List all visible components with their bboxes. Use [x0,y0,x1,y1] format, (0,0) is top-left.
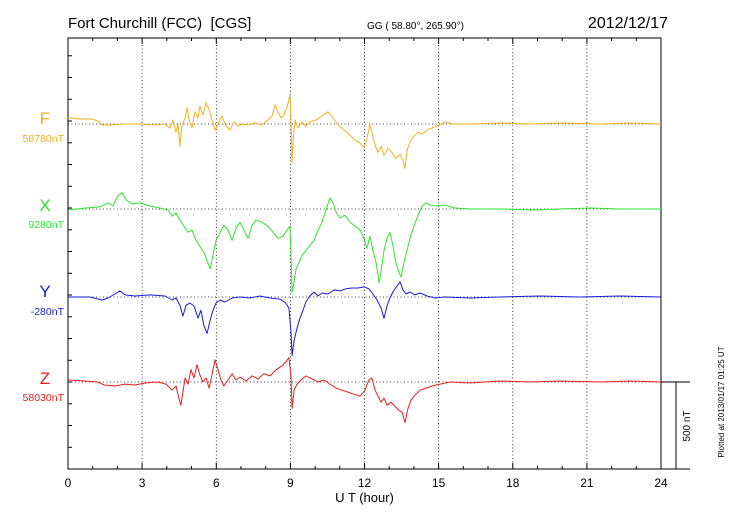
chart-title: Fort Churchill (FCC) [CGS] [68,15,251,32]
chart-date: 2012/12/17 [588,15,668,32]
component-x-letter: X [39,196,50,215]
component-x-baseline: 9280nT [28,219,64,231]
component-z-letter: Z [40,369,50,388]
component-y-letter: Y [39,282,50,301]
x-tick-label: 24 [654,476,668,490]
traces [67,94,662,423]
plotted-at-note: Plotted at 2013/01/17 01:25 UT [717,346,726,457]
x-tick-label: 18 [506,476,520,490]
x-tick-label: 0 [65,476,72,490]
component-f-baseline: 58780nT [23,133,65,145]
component-labels: F 58780nT X 9280nT Y -280nT Z 58030nT [23,109,65,404]
station-coordinates: GG ( 58.80°, 265.90°) [367,21,464,32]
x-tick-label: 12 [358,476,372,490]
trace-f [67,94,662,169]
plot-frame [67,37,662,470]
x-tick-label: 21 [580,476,594,490]
trace-y [68,281,662,357]
x-axis-label: U T (hour) [335,490,394,505]
trace-z [67,357,662,423]
axis-ticks [67,38,662,470]
trace-x [67,192,661,294]
grid-lines [68,38,661,469]
x-tick-label: 6 [213,476,220,490]
x-tick-label: 9 [287,476,294,490]
component-f-letter: F [40,109,50,128]
x-tick-label: 3 [139,476,146,490]
scale-bar [661,381,690,470]
component-z-baseline: 58030nT [23,392,65,404]
scale-bar-label: 500 nT [682,410,693,441]
component-y-baseline: -280nT [31,306,65,318]
x-tick-label: 15 [432,476,446,490]
x-tick-labels: 0 3 6 9 12 15 18 21 24 [65,476,668,490]
